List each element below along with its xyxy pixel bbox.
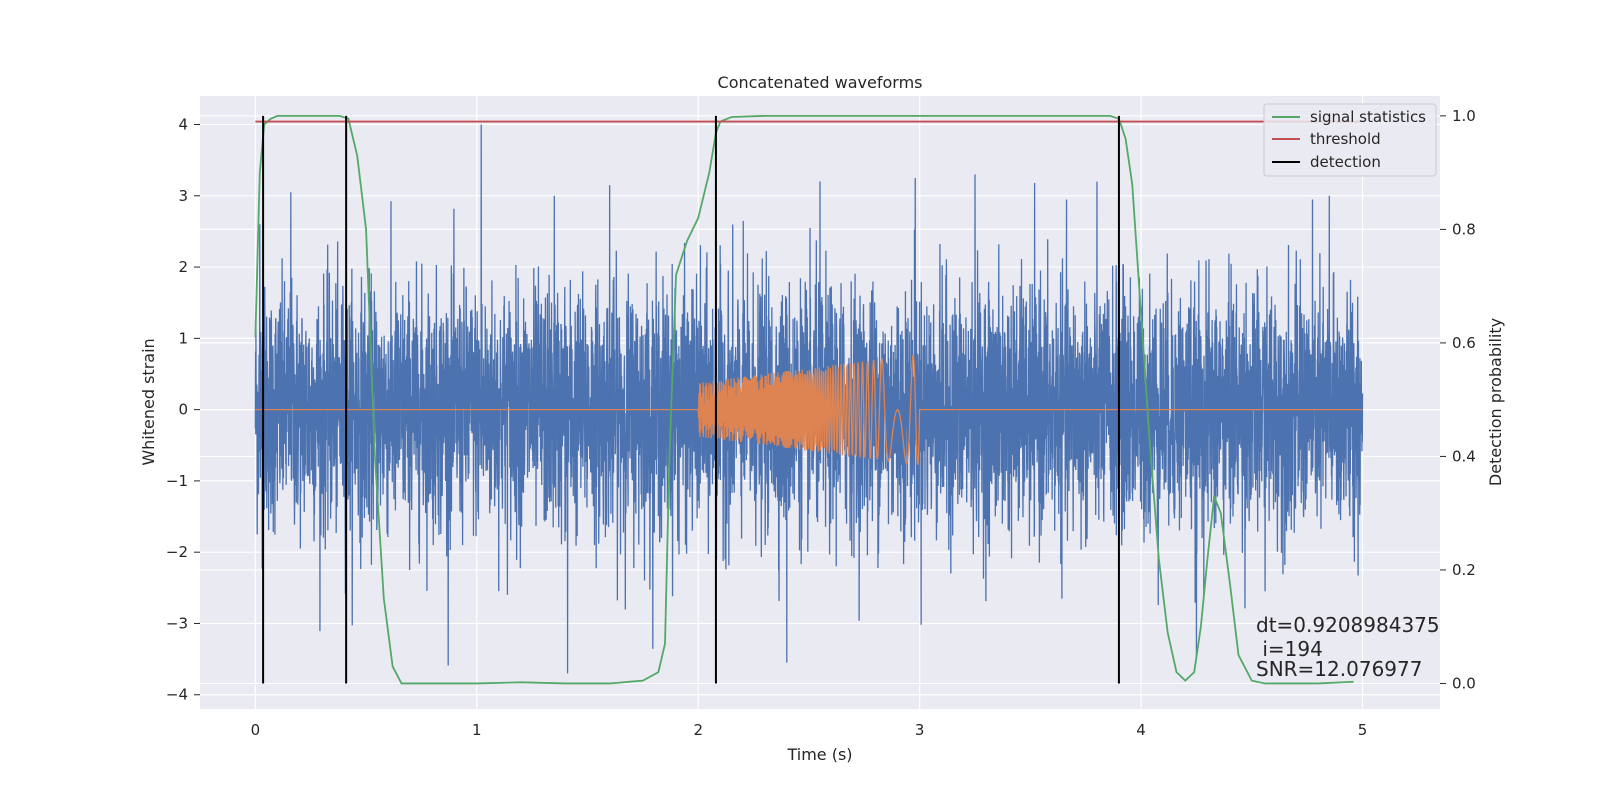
y2-tick-label: 1.0: [1452, 107, 1476, 125]
x-tick-label: 3: [915, 721, 925, 739]
y2-tick-label: 0.8: [1452, 220, 1476, 238]
y-tick-label: −1: [166, 472, 188, 490]
y-tick-label: −3: [166, 614, 188, 632]
x-tick-label: 0: [251, 721, 261, 739]
series-waveform-line: [255, 354, 1363, 466]
y-tick-label: 3: [178, 187, 188, 205]
legend-label-detection: detection: [1310, 153, 1381, 171]
detection-layer: [262, 115, 1120, 684]
annotation: dt=0.9208984375 i=194 SNR=12.076977: [1256, 613, 1440, 681]
legend: signal statistics threshold detection: [1263, 103, 1437, 177]
x-tick-label: 1: [472, 721, 482, 739]
y2-tick-label: 0.0: [1452, 674, 1476, 692]
y-tick-label: −4: [166, 686, 188, 704]
series-layer: [254, 114, 1364, 685]
series-signal-statistics-line: [254, 114, 1354, 685]
chart-title: Concatenated waveforms: [718, 73, 923, 92]
annotation-index: i=194: [1256, 637, 1323, 661]
y-tick-label: 4: [178, 116, 188, 134]
y2-tick-label: 0.6: [1452, 334, 1476, 352]
annotation-snr: SNR=12.076977: [1256, 657, 1422, 681]
x-tick-label: 5: [1358, 721, 1368, 739]
y2-tick-label: 0.4: [1452, 447, 1476, 465]
y2-tick-label: 0.2: [1452, 561, 1476, 579]
y2-tick-labels: 1.0 0.8 0.6 0.4 0.2 0.0: [1440, 107, 1476, 692]
x-tick-label: 4: [1136, 721, 1146, 739]
legend-box: [1263, 103, 1437, 177]
x-axis-label: Time (s): [786, 745, 852, 764]
y-tick-label: 2: [178, 258, 188, 276]
x-tick-label: 2: [693, 721, 703, 739]
y-tick-labels: 4 3 2 1 0 −1 −2 −3 −4: [166, 116, 200, 704]
y2-axis-label: Detection probability: [1486, 318, 1505, 486]
y-tick-label: 1: [178, 329, 188, 347]
y-tick-label: −2: [166, 543, 188, 561]
x-tick-labels: 0 1 2 3 4 5: [251, 721, 1368, 739]
y-tick-label: 0: [178, 401, 188, 419]
y-axis-label: Whitened strain: [139, 338, 158, 465]
legend-label-signal-statistics: signal statistics: [1310, 108, 1426, 126]
legend-label-threshold: threshold: [1310, 130, 1381, 148]
annotation-dt: dt=0.9208984375: [1256, 613, 1440, 637]
